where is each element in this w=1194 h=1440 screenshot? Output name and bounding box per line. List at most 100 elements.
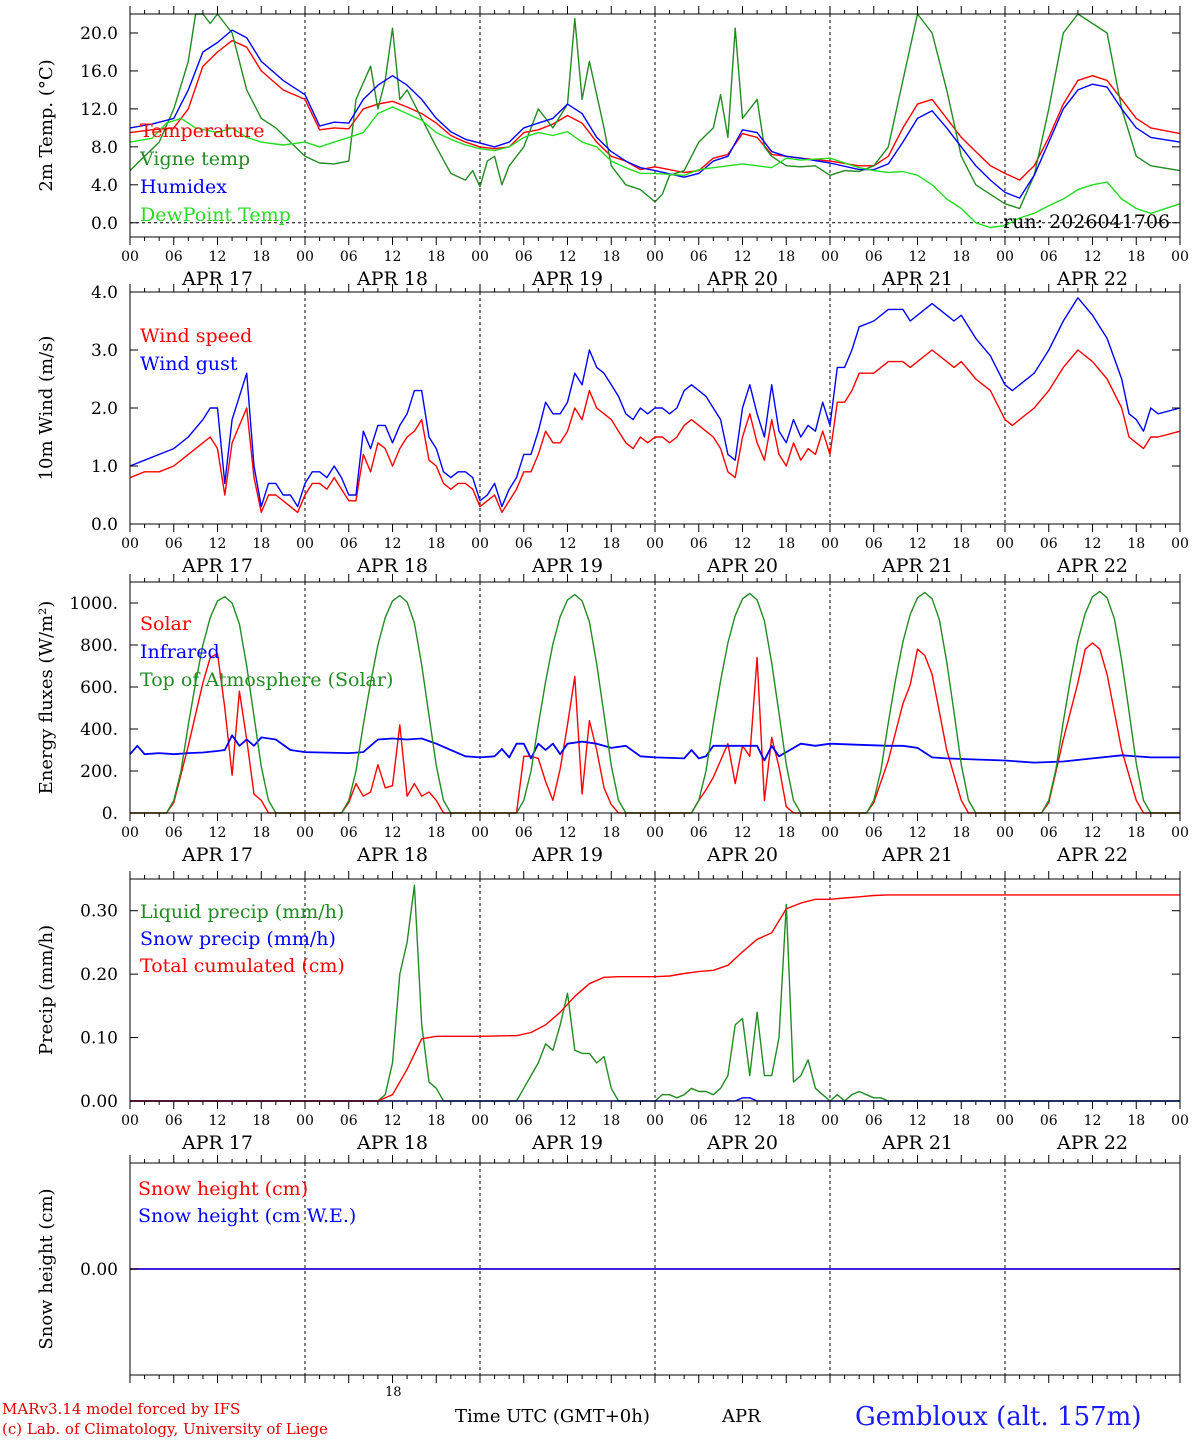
precip-day-label: APR 20 <box>706 1132 778 1154</box>
temperature-xtick-label: 18 <box>252 249 270 265</box>
temperature-xtick-label: 18 <box>777 249 795 265</box>
precip-xtick-label: 18 <box>777 1113 795 1129</box>
temperature-ytick-label: 16.0 <box>80 62 118 82</box>
energy-xtick-label: 06 <box>165 825 183 841</box>
wind-xtick-label: 12 <box>734 536 752 552</box>
precip-legend-3: Total cumulated (cm) <box>140 955 345 977</box>
precip-xtick-label: 00 <box>821 1113 839 1129</box>
temperature-xtick-label: 06 <box>340 249 358 265</box>
wind-day-label: APR 21 <box>881 555 953 577</box>
precip-day-label: APR 22 <box>1056 1132 1128 1154</box>
temperature-xtick-label: 00 <box>821 249 839 265</box>
wind-series-2 <box>129 297 1181 508</box>
energy-ytick-label: 600. <box>80 678 118 698</box>
temperature-xtick-label: 06 <box>690 249 708 265</box>
temperature-ytick-label: 4.0 <box>91 176 118 196</box>
energy-xtick-label: 18 <box>252 825 270 841</box>
wind-ytick-label: 0.0 <box>91 515 118 535</box>
temperature-ytick-label: 8.0 <box>91 138 118 158</box>
temperature-ytick-label: 20.0 <box>80 24 118 44</box>
wind-xtick-label: 00 <box>1171 536 1189 552</box>
wind-xtick-label: 06 <box>690 536 708 552</box>
wind-xtick-label: 06 <box>865 536 883 552</box>
energy-xtick-label: 06 <box>515 825 533 841</box>
temperature-legend-3: Humidex <box>140 176 227 198</box>
wind-xtick-label: 06 <box>340 536 358 552</box>
precip-xtick-label: 12 <box>559 1113 577 1129</box>
precip-series-3 <box>130 894 1180 1102</box>
temperature-xtick-label: 00 <box>296 249 314 265</box>
wind-xtick-label: 12 <box>209 536 227 552</box>
precip-ytick-label: 0.00 <box>80 1092 118 1112</box>
energy-xtick-label: 06 <box>1040 825 1058 841</box>
energy-xtick-label: 00 <box>646 825 664 841</box>
temperature-day-label: APR 20 <box>706 268 778 290</box>
energy-xtick-label: 00 <box>296 825 314 841</box>
temperature-xtick-label: 00 <box>1171 249 1189 265</box>
wind-xtick-label: 12 <box>559 536 577 552</box>
wind-legend-1: Wind speed <box>140 325 252 347</box>
precip-xtick-label: 12 <box>1084 1113 1102 1129</box>
energy-xtick-label: 00 <box>121 825 139 841</box>
stray-tick-label: 18 <box>385 1385 402 1400</box>
wind-day-label: APR 18 <box>356 555 428 577</box>
wind-xtick-label: 00 <box>296 536 314 552</box>
wind-xtick-label: 00 <box>646 536 664 552</box>
precip-xtick-label: 12 <box>209 1113 227 1129</box>
wind-xtick-label: 00 <box>121 536 139 552</box>
precip-xtick-label: 06 <box>515 1113 533 1129</box>
precip-xtick-label: 00 <box>1171 1113 1189 1129</box>
temperature-series-4 <box>129 106 1181 229</box>
temperature-xtick-label: 06 <box>515 249 533 265</box>
wind-ytick-label: 4.0 <box>91 283 118 303</box>
temperature-day-label: APR 19 <box>531 268 603 290</box>
energy-legend-3: Top of Atmosphere (Solar) <box>140 669 393 691</box>
wind-ytick-label: 3.0 <box>91 341 118 361</box>
precip-legend-1: Liquid precip (mm/h) <box>140 901 344 923</box>
energy-ytick-label: 1000. <box>69 594 118 614</box>
energy-day-label: APR 22 <box>1056 844 1128 866</box>
energy-xtick-label: 12 <box>734 825 752 841</box>
temperature-xtick-label: 06 <box>865 249 883 265</box>
temperature-run-annotation: run: 2026041706 <box>1003 211 1170 233</box>
energy-day-label: APR 18 <box>356 844 428 866</box>
energy-legend-1: Solar <box>140 613 192 635</box>
snow-legend-2: Snow height (cm W.E.) <box>138 1205 356 1227</box>
wind-xtick-label: 18 <box>952 536 970 552</box>
energy-xtick-label: 18 <box>777 825 795 841</box>
wind-xtick-label: 06 <box>515 536 533 552</box>
energy-xtick-label: 06 <box>340 825 358 841</box>
precip-xtick-label: 06 <box>165 1113 183 1129</box>
energy-xtick-label: 12 <box>559 825 577 841</box>
precip-xtick-label: 06 <box>690 1113 708 1129</box>
temperature-xtick-label: 12 <box>734 249 752 265</box>
temperature-xtick-label: 00 <box>471 249 489 265</box>
energy-day-label: APR 19 <box>531 844 603 866</box>
temperature-ylabel: 2m Temp. (°C) <box>36 59 57 191</box>
temperature-ytick-label: 12.0 <box>80 100 118 120</box>
precip-xtick-label: 18 <box>602 1113 620 1129</box>
precip-xtick-label: 12 <box>384 1113 402 1129</box>
energy-series-2 <box>129 734 1180 764</box>
precip-xtick-label: 00 <box>996 1113 1014 1129</box>
temperature-day-label: APR 22 <box>1056 268 1128 290</box>
temperature-legend-1: Temperature <box>140 120 264 142</box>
precip-xtick-label: 06 <box>865 1113 883 1129</box>
temperature-xtick-label: 00 <box>646 249 664 265</box>
precip-xtick-label: 18 <box>952 1113 970 1129</box>
precip-xtick-label: 18 <box>1127 1113 1145 1129</box>
wind-xtick-label: 12 <box>384 536 402 552</box>
station-name: Gembloux (alt. 157m) <box>855 1402 1142 1432</box>
precip-xtick-label: 00 <box>471 1113 489 1129</box>
precip-xtick-label: 06 <box>340 1113 358 1129</box>
wind-ylabel: 10m Wind (m/s) <box>36 336 57 481</box>
temperature-xtick-label: 12 <box>1084 249 1102 265</box>
energy-ytick-label: 0. <box>102 804 118 824</box>
energy-xtick-label: 00 <box>1171 825 1189 841</box>
temperature-series-3 <box>129 29 1181 199</box>
energy-ytick-label: 200. <box>80 762 118 782</box>
temperature-day-label: APR 17 <box>181 268 253 290</box>
energy-legend-2: Infrared <box>140 641 220 663</box>
wind-xtick-label: 18 <box>1127 536 1145 552</box>
